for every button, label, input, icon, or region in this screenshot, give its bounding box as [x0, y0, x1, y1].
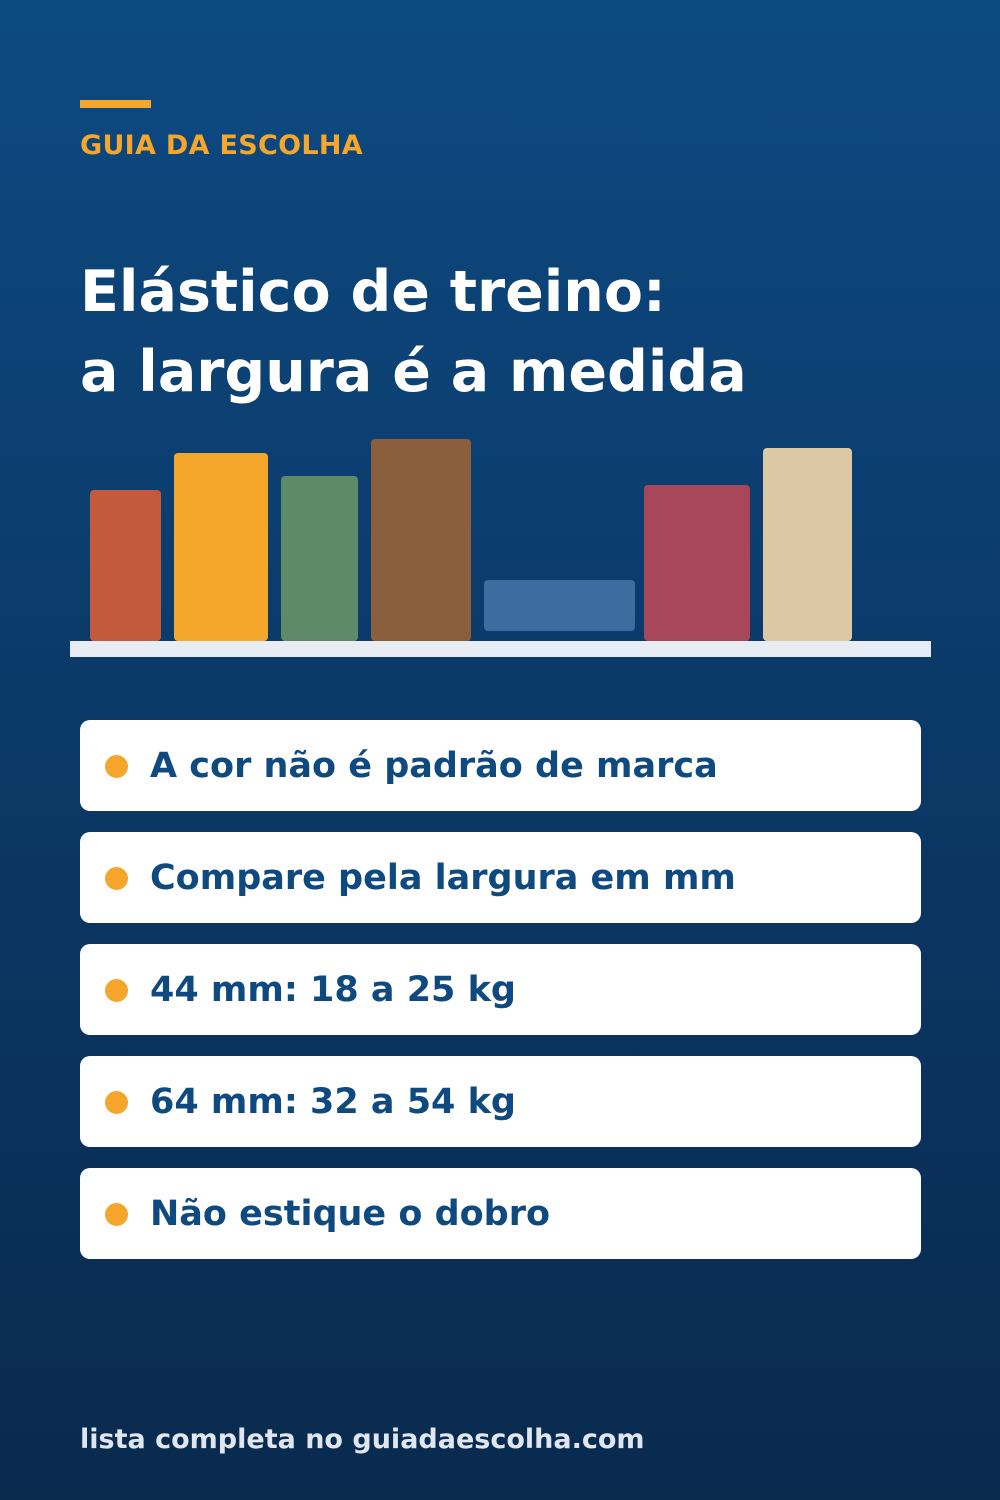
tip-text: 64 mm: 32 a 54 kg: [150, 1081, 516, 1122]
title-line-1: Elástico de treino:: [80, 259, 666, 325]
shelf: [70, 641, 931, 657]
band-blue: [484, 580, 635, 631]
tip-card: Compare pela largura em mm: [80, 832, 921, 923]
band-green: [281, 476, 358, 641]
bullet-dot-icon: [105, 979, 128, 1002]
band-yellow: [174, 453, 268, 641]
brand-label: GUIA DA ESCOLHA: [80, 130, 363, 161]
tip-text: A cor não é padrão de marca: [150, 745, 718, 786]
tip-card: Não estique o dobro: [80, 1168, 921, 1259]
tip-card: 64 mm: 32 a 54 kg: [80, 1056, 921, 1147]
band-brown: [371, 439, 471, 641]
title-line-2: a largura é a medida: [80, 339, 747, 405]
tip-card: A cor não é padrão de marca: [80, 720, 921, 811]
bullet-dot-icon: [105, 755, 128, 778]
tip-text: Não estique o dobro: [150, 1193, 551, 1234]
accent-bar: [80, 100, 151, 108]
band-beige: [763, 448, 852, 641]
bullet-dot-icon: [105, 1203, 128, 1226]
bullet-dot-icon: [105, 867, 128, 890]
tip-card: 44 mm: 18 a 25 kg: [80, 944, 921, 1035]
tip-text: 44 mm: 18 a 25 kg: [150, 969, 516, 1010]
band-wine: [644, 485, 750, 641]
band-orange-red: [90, 490, 161, 641]
footer-link-text: lista completa no guiadaescolha.com: [80, 1424, 645, 1455]
page-title: Elástico de treino: a largura é a medida: [80, 252, 960, 412]
tip-text: Compare pela largura em mm: [150, 857, 736, 898]
bullet-dot-icon: [105, 1091, 128, 1114]
